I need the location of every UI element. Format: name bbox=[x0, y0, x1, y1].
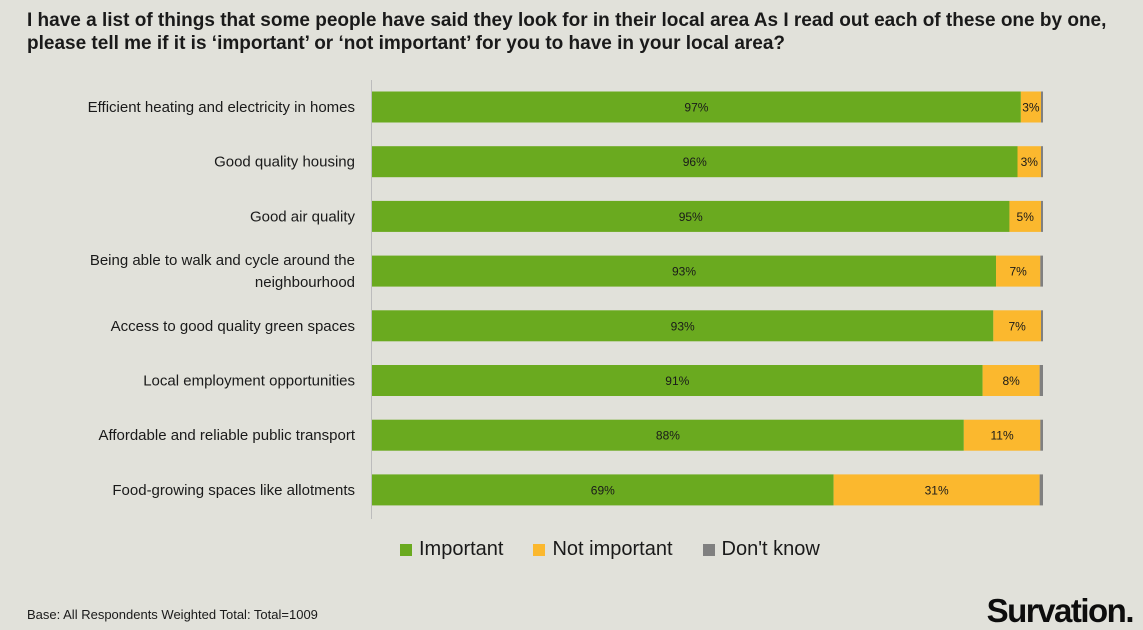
bar-important-being-able-to-walk-and-cycle-around-the-neighbourhood bbox=[372, 255, 997, 287]
legend-label-dont-know: Don't know bbox=[721, 538, 820, 560]
data-label-not-important-local-employment-opportunities: 8% bbox=[1002, 374, 1020, 388]
data-label-important-good-quality-housing: 96% bbox=[683, 155, 707, 169]
legend: Important Not important Don't know bbox=[400, 538, 850, 561]
category-label-access-to-good-quality-green-spaces: Access to good quality green spaces bbox=[111, 318, 355, 335]
legend-item-not-important: Not important bbox=[533, 538, 673, 561]
data-label-important-efficient-heating-and-electricity-in-homes: 97% bbox=[684, 101, 708, 115]
category-label-local-employment-opportunities: Local employment opportunities bbox=[143, 373, 355, 390]
data-label-not-important-good-quality-housing: 3% bbox=[1021, 155, 1039, 169]
bar-important-food-growing-spaces-like-allotments bbox=[372, 474, 834, 506]
legend-swatch-dont-know bbox=[702, 543, 715, 556]
data-label-important-local-employment-opportunities: 91% bbox=[665, 374, 689, 388]
bar-don-t-know-good-quality-housing bbox=[1040, 146, 1043, 178]
legend-item-dont-know: Don't know bbox=[702, 538, 820, 561]
category-label-good-quality-housing: Good quality housing bbox=[214, 154, 355, 171]
category-label-good-air-quality: Good air quality bbox=[250, 208, 356, 225]
bar-not-important-good-air-quality bbox=[1009, 200, 1041, 232]
bar-not-important-good-quality-housing bbox=[1017, 146, 1041, 178]
data-label-not-important-affordable-and-reliable-public-transport: 11% bbox=[990, 429, 1013, 443]
data-label-not-important-food-growing-spaces-like-allotments: 31% bbox=[925, 483, 949, 497]
category-label-being-able-to-walk-and-cycle-around-the-neighbourhood: Being able to walk and cycle around the n… bbox=[90, 252, 355, 291]
bar-not-important-food-growing-spaces-like-allotments bbox=[833, 474, 1040, 506]
data-label-important-affordable-and-reliable-public-transport: 88% bbox=[656, 429, 680, 443]
legend-label-important: Important bbox=[419, 538, 504, 560]
bar-important-good-air-quality bbox=[372, 200, 1010, 232]
bar-don-t-know-local-employment-opportunities bbox=[1039, 365, 1043, 396]
data-label-not-important-efficient-heating-and-electricity-in-homes: 3% bbox=[1022, 101, 1040, 115]
data-label-important-food-growing-spaces-like-allotments: 69% bbox=[591, 483, 615, 497]
legend-item-important: Important bbox=[400, 538, 503, 561]
survation-logo: Survation. bbox=[986, 592, 1135, 629]
data-label-important-access-to-good-quality-green-spaces: 93% bbox=[671, 319, 695, 333]
bar-important-efficient-heating-and-electricity-in-homes bbox=[372, 91, 1021, 123]
bar-important-access-to-good-quality-green-spaces bbox=[372, 310, 994, 342]
bar-not-important-efficient-heating-and-electricity-in-homes bbox=[1020, 91, 1041, 123]
bar-don-t-know-access-to-good-quality-green-spaces bbox=[1040, 310, 1043, 342]
bar-not-important-access-to-good-quality-green-spaces bbox=[993, 310, 1041, 342]
category-label-efficient-heating-and-electricity-in-homes: Efficient heating and electricity in hom… bbox=[88, 99, 355, 116]
bar-don-t-know-food-growing-spaces-like-allotments bbox=[1039, 474, 1043, 506]
data-label-important-being-able-to-walk-and-cycle-around-the-neighbourhood: 93% bbox=[672, 265, 696, 279]
bar-not-important-local-employment-opportunities bbox=[982, 365, 1040, 396]
legend-label-not-important: Not important bbox=[552, 538, 673, 560]
data-label-not-important-access-to-good-quality-green-spaces: 7% bbox=[1008, 319, 1026, 333]
bar-important-affordable-and-reliable-public-transport bbox=[372, 419, 964, 451]
category-label-affordable-and-reliable-public-transport: Affordable and reliable public transport bbox=[98, 427, 355, 444]
bar-important-local-employment-opportunities bbox=[372, 365, 983, 396]
bar-not-important-being-able-to-walk-and-cycle-around-the-neighbourhood bbox=[996, 255, 1041, 287]
legend-swatch-important bbox=[400, 543, 412, 556]
chart-title: I have a list of things that some people… bbox=[27, 10, 1107, 54]
legend-swatch-not-important bbox=[533, 543, 546, 556]
data-label-not-important-good-air-quality: 5% bbox=[1017, 210, 1035, 224]
bar-don-t-know-good-air-quality bbox=[1040, 200, 1043, 232]
data-label-important-good-air-quality: 95% bbox=[679, 210, 703, 224]
bar-don-t-know-efficient-heating-and-electricity-in-homes bbox=[1040, 91, 1043, 123]
category-label-food-growing-spaces-like-allotments: Food-growing spaces like allotments bbox=[112, 482, 355, 499]
bar-important-good-quality-housing bbox=[372, 146, 1018, 178]
base-footnote: Base: All Respondents Weighted Total: To… bbox=[27, 607, 318, 622]
bar-don-t-know-affordable-and-reliable-public-transport bbox=[1040, 419, 1043, 451]
bar-don-t-know-being-able-to-walk-and-cycle-around-the-neighbourhood bbox=[1040, 255, 1043, 287]
bar-not-important-affordable-and-reliable-public-transport bbox=[963, 419, 1041, 451]
data-label-not-important-being-able-to-walk-and-cycle-around-the-neighbourhood: 7% bbox=[1010, 265, 1028, 279]
